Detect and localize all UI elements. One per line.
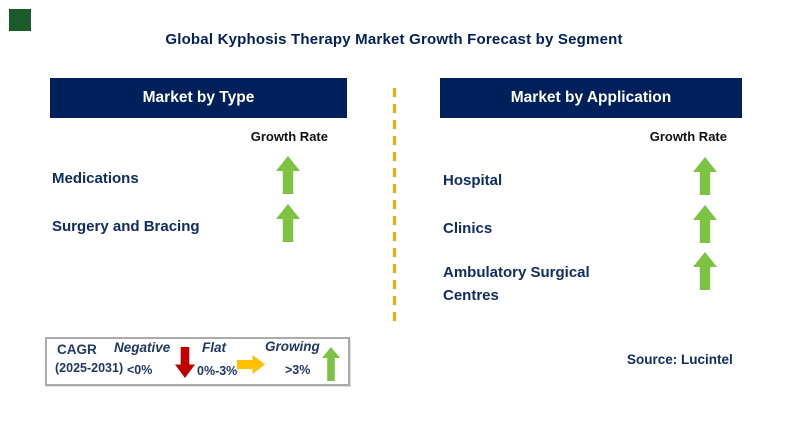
down-arrow-icon [175,347,195,378]
market-by-application-header: Market by Application [440,78,742,118]
cagr-legend-box [45,337,350,386]
up-arrow-shape [693,252,717,290]
segment-label-ambulatory-surgical-centres: Ambulatory Surgical Centres [443,264,590,304]
source-attribution: Source: Lucintel [627,352,733,367]
growth-rate-column-label-left: Growth Rate [250,129,328,144]
right-arrow-shape [237,355,265,374]
down-arrow-shape [175,347,195,378]
legend-negative-range: <0% [127,363,153,377]
legend-flat-label: Flat [202,340,227,355]
up-arrow-icon [693,252,717,290]
page-title: Global Kyphosis Therapy Market Growth Fo… [165,31,623,48]
up-arrow-icon [322,347,340,381]
market-by-type-header: Market by Type [50,78,347,118]
up-arrow-icon [693,157,717,195]
corner-brand-square [9,9,31,31]
up-arrow-shape [322,347,340,381]
legend-growing-label: Growing [265,339,320,354]
legend-period-label: (2025-2031) [55,361,124,375]
legend-growing-range: >3% [285,363,311,377]
segment-label-hospital: Hospital [443,172,503,189]
up-arrow-shape [693,157,717,195]
up-arrow-shape [693,205,717,243]
dashed-divider [393,88,396,325]
legend-negative-label: Negative [114,340,171,355]
up-arrow-shape [276,156,300,194]
up-arrow-icon [276,156,300,194]
segment-label-clinics: Clinics [443,220,493,237]
segment-label-medications: Medications [52,170,139,187]
right-arrow-icon [237,355,265,374]
up-arrow-shape [276,204,300,242]
growth-rate-column-label-right: Growth Rate [649,129,727,144]
legend-flat-range: 0%-3% [197,364,238,378]
segment-label-surgery-and-bracing: Surgery and Bracing [52,218,200,235]
up-arrow-icon [693,205,717,243]
legend-cagr-label: CAGR [57,342,97,357]
up-arrow-icon [276,204,300,242]
